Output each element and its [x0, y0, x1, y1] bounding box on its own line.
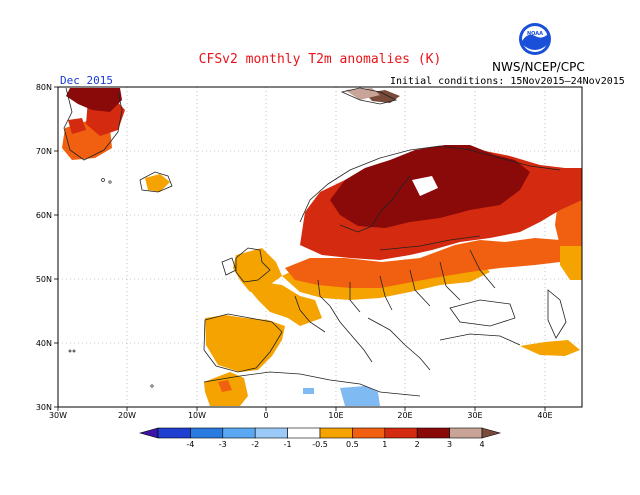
lat-label-30n: 30N — [36, 403, 52, 412]
colorbar-segment — [254, 427, 288, 439]
colorbar-label: -1 — [284, 440, 292, 449]
colorbar-label: 3 — [447, 440, 452, 449]
forecast-month: Dec 2015 — [60, 74, 113, 87]
anomaly-svalbard — [345, 88, 380, 100]
colorbar-segment — [352, 427, 386, 439]
colorbar-label: 4 — [479, 440, 484, 449]
coastlines — [63, 87, 567, 397]
map-title: CFSv2 monthly T2m anomalies (K) — [198, 52, 442, 67]
lat-label-60n: 60N — [36, 211, 52, 220]
lon-label-20w: 20W — [118, 411, 136, 420]
colorbar-label: 2 — [415, 440, 420, 449]
lat-label-50n: 50N — [36, 275, 52, 284]
colorbar-segment — [449, 427, 483, 439]
agency-label: NWS/NCEP/CPC — [492, 60, 585, 74]
colorbar-label: 1 — [382, 440, 387, 449]
noaa-logo-icon: NOAA — [519, 23, 551, 55]
lon-label-0: 0 — [263, 411, 268, 420]
colorbar-label: 0.5 — [346, 440, 359, 449]
lon-label-20e: 20E — [397, 411, 412, 420]
lat-label-70n: 70N — [36, 147, 52, 156]
colorbar-segment — [222, 427, 256, 439]
colorbar-label: -3 — [219, 440, 227, 449]
colorbar: -4 -3 -2 -1 -0.5 0.5 1 2 3 4 — [138, 427, 502, 449]
colorbar-label: -2 — [251, 440, 259, 449]
islands — [68, 178, 154, 388]
colorbar-label: -4 — [186, 440, 194, 449]
anomaly-m05-m1 — [303, 386, 380, 406]
lon-label-10w: 10W — [188, 411, 206, 420]
lon-label-30e: 30E — [467, 411, 482, 420]
colorbar-segment — [157, 427, 191, 439]
lon-label-40e: 40E — [537, 411, 552, 420]
lon-label-30w: 30W — [49, 411, 67, 420]
lon-label-10e: 10E — [328, 411, 343, 420]
neutral-patch — [412, 176, 438, 196]
colorbar-segment — [138, 427, 159, 439]
colorbar-segment — [384, 427, 418, 439]
colorbar-segment — [416, 427, 450, 439]
tick-marks — [54, 86, 546, 411]
colorbar-segment — [190, 427, 224, 439]
map-frame — [57, 86, 583, 408]
lat-label-80n: 80N — [36, 83, 52, 92]
colorbar-segment — [319, 427, 353, 439]
initial-conditions: Initial conditions: 15Nov2015–24Nov2015 — [390, 76, 625, 87]
colorbar-segment — [287, 427, 321, 439]
lat-label-40n: 40N — [36, 339, 52, 348]
colorbar-label: -0.5 — [312, 440, 328, 449]
colorbar-segment — [481, 427, 502, 439]
svg-text:NOAA: NOAA — [527, 31, 543, 37]
